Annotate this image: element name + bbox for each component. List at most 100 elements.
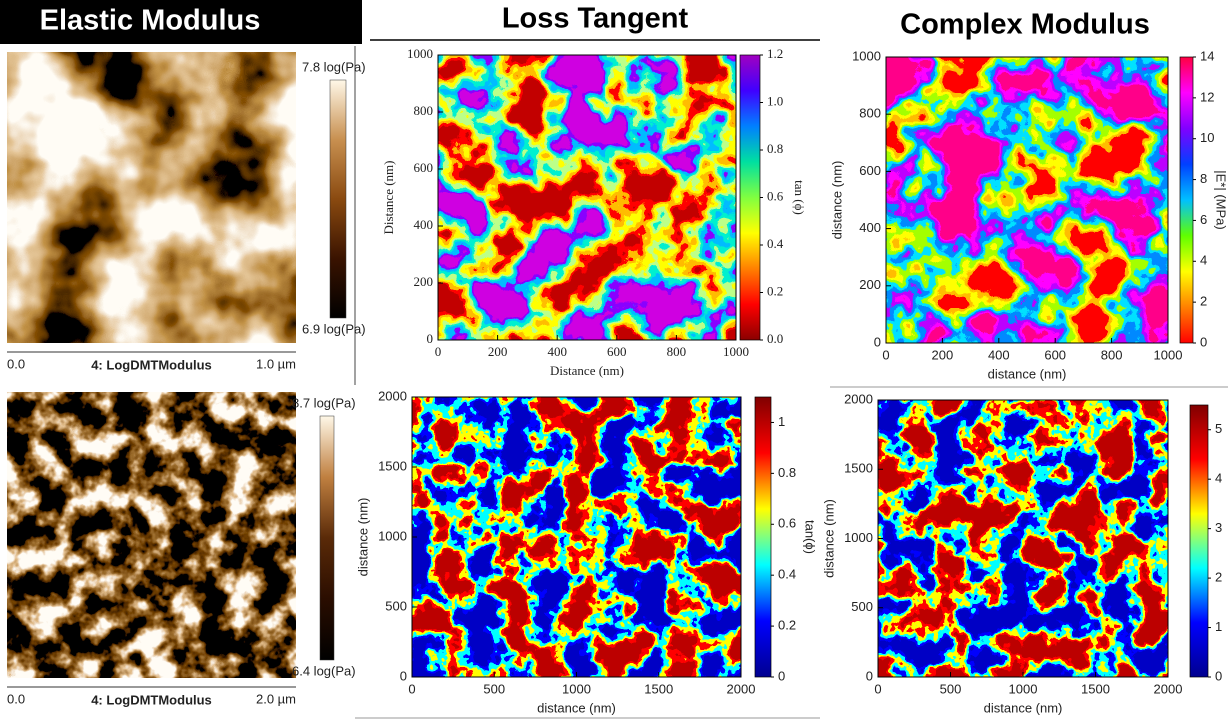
x-axis-label: distance (nm) bbox=[537, 700, 616, 715]
x-tick-label: 500 bbox=[483, 681, 505, 696]
colorbar-tick-label: 10 bbox=[1200, 130, 1214, 145]
colorbar bbox=[330, 80, 346, 318]
x-tick-label: 600 bbox=[607, 344, 627, 359]
x-tick-label: 0 bbox=[882, 347, 889, 362]
y-tick-label: 200 bbox=[414, 274, 434, 289]
y-tick-label: 2000 bbox=[844, 391, 873, 406]
y-axis-label: distance (nm) bbox=[829, 161, 844, 240]
scale-label: 0.0 bbox=[7, 356, 25, 371]
colorbar bbox=[320, 416, 334, 660]
y-tick-label: 1000 bbox=[378, 528, 407, 543]
y-tick-label: 600 bbox=[414, 160, 434, 175]
y-tick-label: 1000 bbox=[407, 46, 433, 61]
y-tick-label: 0 bbox=[866, 668, 873, 683]
y-tick-label: 1500 bbox=[844, 461, 873, 476]
figure: Elastic Modulus Loss Tangent Complex Mod… bbox=[0, 0, 1228, 722]
y-axis-label: distance (nm) bbox=[821, 499, 836, 578]
x-tick-label: 2000 bbox=[1154, 681, 1183, 696]
colorbar-tick-label: 1 bbox=[1215, 619, 1222, 634]
y-tick-label: 1000 bbox=[852, 48, 881, 63]
colorbar-tick-label: 4 bbox=[1200, 253, 1207, 268]
y-tick-label: 0 bbox=[400, 668, 407, 683]
x-axis-label: distance (nm) bbox=[988, 366, 1067, 381]
colorbar-tick-label: 5 bbox=[1215, 421, 1222, 436]
heatmap-image bbox=[438, 55, 736, 340]
x-tick-label: 500 bbox=[940, 681, 962, 696]
x-tick-label: 1000 bbox=[723, 344, 749, 359]
scale-label: 0.0 bbox=[7, 691, 25, 706]
x-tick-label: 400 bbox=[547, 344, 567, 359]
x-tick-label: 800 bbox=[1101, 347, 1123, 362]
y-tick-label: 0 bbox=[874, 334, 881, 349]
x-axis-label: distance (nm) bbox=[984, 700, 1063, 715]
colorbar-tick-label: 0.6 bbox=[767, 188, 784, 203]
x-tick-label: 400 bbox=[988, 347, 1010, 362]
colorbar-tick-label: 0 bbox=[778, 668, 785, 683]
y-tick-label: 1500 bbox=[378, 458, 407, 473]
afm-image bbox=[7, 52, 296, 343]
colorbar-tick-label: 0.2 bbox=[767, 283, 783, 298]
y-axis-label: distance (nm) bbox=[355, 498, 370, 577]
x-tick-label: 0 bbox=[408, 681, 415, 696]
colorbar-tick-label: 2 bbox=[1200, 294, 1207, 309]
colorbar-tick-label: 0.8 bbox=[767, 141, 783, 156]
y-tick-label: 500 bbox=[851, 599, 873, 614]
x-tick-label: 1000 bbox=[562, 681, 591, 696]
scale-label: 1.0 µm bbox=[256, 356, 296, 371]
x-tick-label: 1000 bbox=[1154, 347, 1183, 362]
colorbar-tick-label: 8 bbox=[1200, 171, 1207, 186]
y-tick-label: 400 bbox=[414, 217, 434, 232]
x-tick-label: 1500 bbox=[644, 681, 673, 696]
x-tick-label: 0 bbox=[874, 681, 881, 696]
colorbar-tick-label: 2 bbox=[1215, 570, 1222, 585]
y-tick-label: 1000 bbox=[844, 530, 873, 545]
colorbar-tick-label: 12 bbox=[1200, 89, 1214, 104]
heatmap-panel: 0 500 1000 1500 2000 0 500 1000 1500 2000 distance… bbox=[821, 391, 1222, 715]
colorbar-tick-label: 0.4 bbox=[778, 567, 796, 582]
column-title: Complex Modulus bbox=[900, 9, 1150, 41]
colorbar-label: 7.8 log(Pa) bbox=[302, 59, 366, 74]
x-tick-label: 0 bbox=[435, 344, 442, 359]
heatmap-panel: 0 500 1000 1500 2000 0 500 1000 1500 2000 distance… bbox=[355, 388, 817, 715]
colorbar-label: 8.7 log(Pa) bbox=[292, 395, 356, 410]
channel-label: 4: LogDMTModulus bbox=[91, 692, 212, 707]
x-tick-label: 1000 bbox=[1009, 681, 1038, 696]
x-tick-label: 600 bbox=[1044, 347, 1066, 362]
colorbar-label: tan(ϕ) bbox=[803, 520, 818, 554]
x-tick-label: 800 bbox=[667, 344, 687, 359]
y-tick-label: 800 bbox=[859, 106, 881, 121]
colorbar-tick-label: 0.0 bbox=[767, 331, 783, 346]
x-tick-label: 200 bbox=[932, 347, 954, 362]
colorbar-tick-label: 0.2 bbox=[778, 618, 796, 633]
colorbar bbox=[1190, 405, 1208, 677]
colorbar-tick-label: 1 bbox=[778, 414, 785, 429]
x-tick-label: 200 bbox=[488, 344, 508, 359]
y-tick-label: 500 bbox=[385, 598, 407, 613]
y-tick-label: 200 bbox=[859, 277, 881, 292]
y-tick-label: 0 bbox=[427, 331, 434, 346]
channel-label: 4: LogDMTModulus bbox=[91, 357, 212, 372]
x-tick-label: 1500 bbox=[1081, 681, 1110, 696]
heatmap-image bbox=[878, 400, 1168, 677]
x-tick-label: 2000 bbox=[727, 681, 756, 696]
heatmap-image bbox=[412, 397, 741, 677]
colorbar-tick-label: 4 bbox=[1215, 471, 1222, 486]
colorbar-label: 6.4 log(Pa) bbox=[292, 663, 356, 678]
colorbar-label: tan (ϕ) bbox=[792, 180, 807, 215]
y-tick-label: 2000 bbox=[378, 388, 407, 403]
colorbar-label: 6.9 log(Pa) bbox=[302, 321, 366, 336]
colorbar-tick-label: 14 bbox=[1200, 48, 1214, 63]
colorbar-label: |E*| (MPa) bbox=[1214, 170, 1228, 229]
heatmap-image bbox=[886, 57, 1168, 343]
colorbar-tick-label: 6 bbox=[1200, 212, 1207, 227]
scale-label: 2.0 µm bbox=[256, 691, 296, 706]
y-tick-label: 600 bbox=[859, 163, 881, 178]
x-axis-label: Distance (nm) bbox=[550, 363, 624, 378]
colorbar-tick-label: 0 bbox=[1215, 668, 1222, 683]
colorbar-tick-label: 0.4 bbox=[767, 236, 784, 251]
colorbar bbox=[755, 397, 771, 677]
colorbar bbox=[1180, 57, 1193, 343]
afm-image bbox=[7, 392, 296, 678]
